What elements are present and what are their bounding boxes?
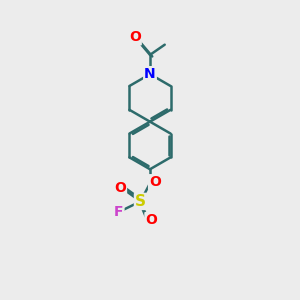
Text: S: S bbox=[135, 194, 146, 209]
Text: F: F bbox=[114, 205, 124, 219]
Text: O: O bbox=[149, 175, 161, 189]
Text: N: N bbox=[144, 67, 156, 81]
Text: O: O bbox=[129, 30, 141, 44]
Text: O: O bbox=[146, 213, 157, 227]
Text: O: O bbox=[114, 181, 126, 195]
